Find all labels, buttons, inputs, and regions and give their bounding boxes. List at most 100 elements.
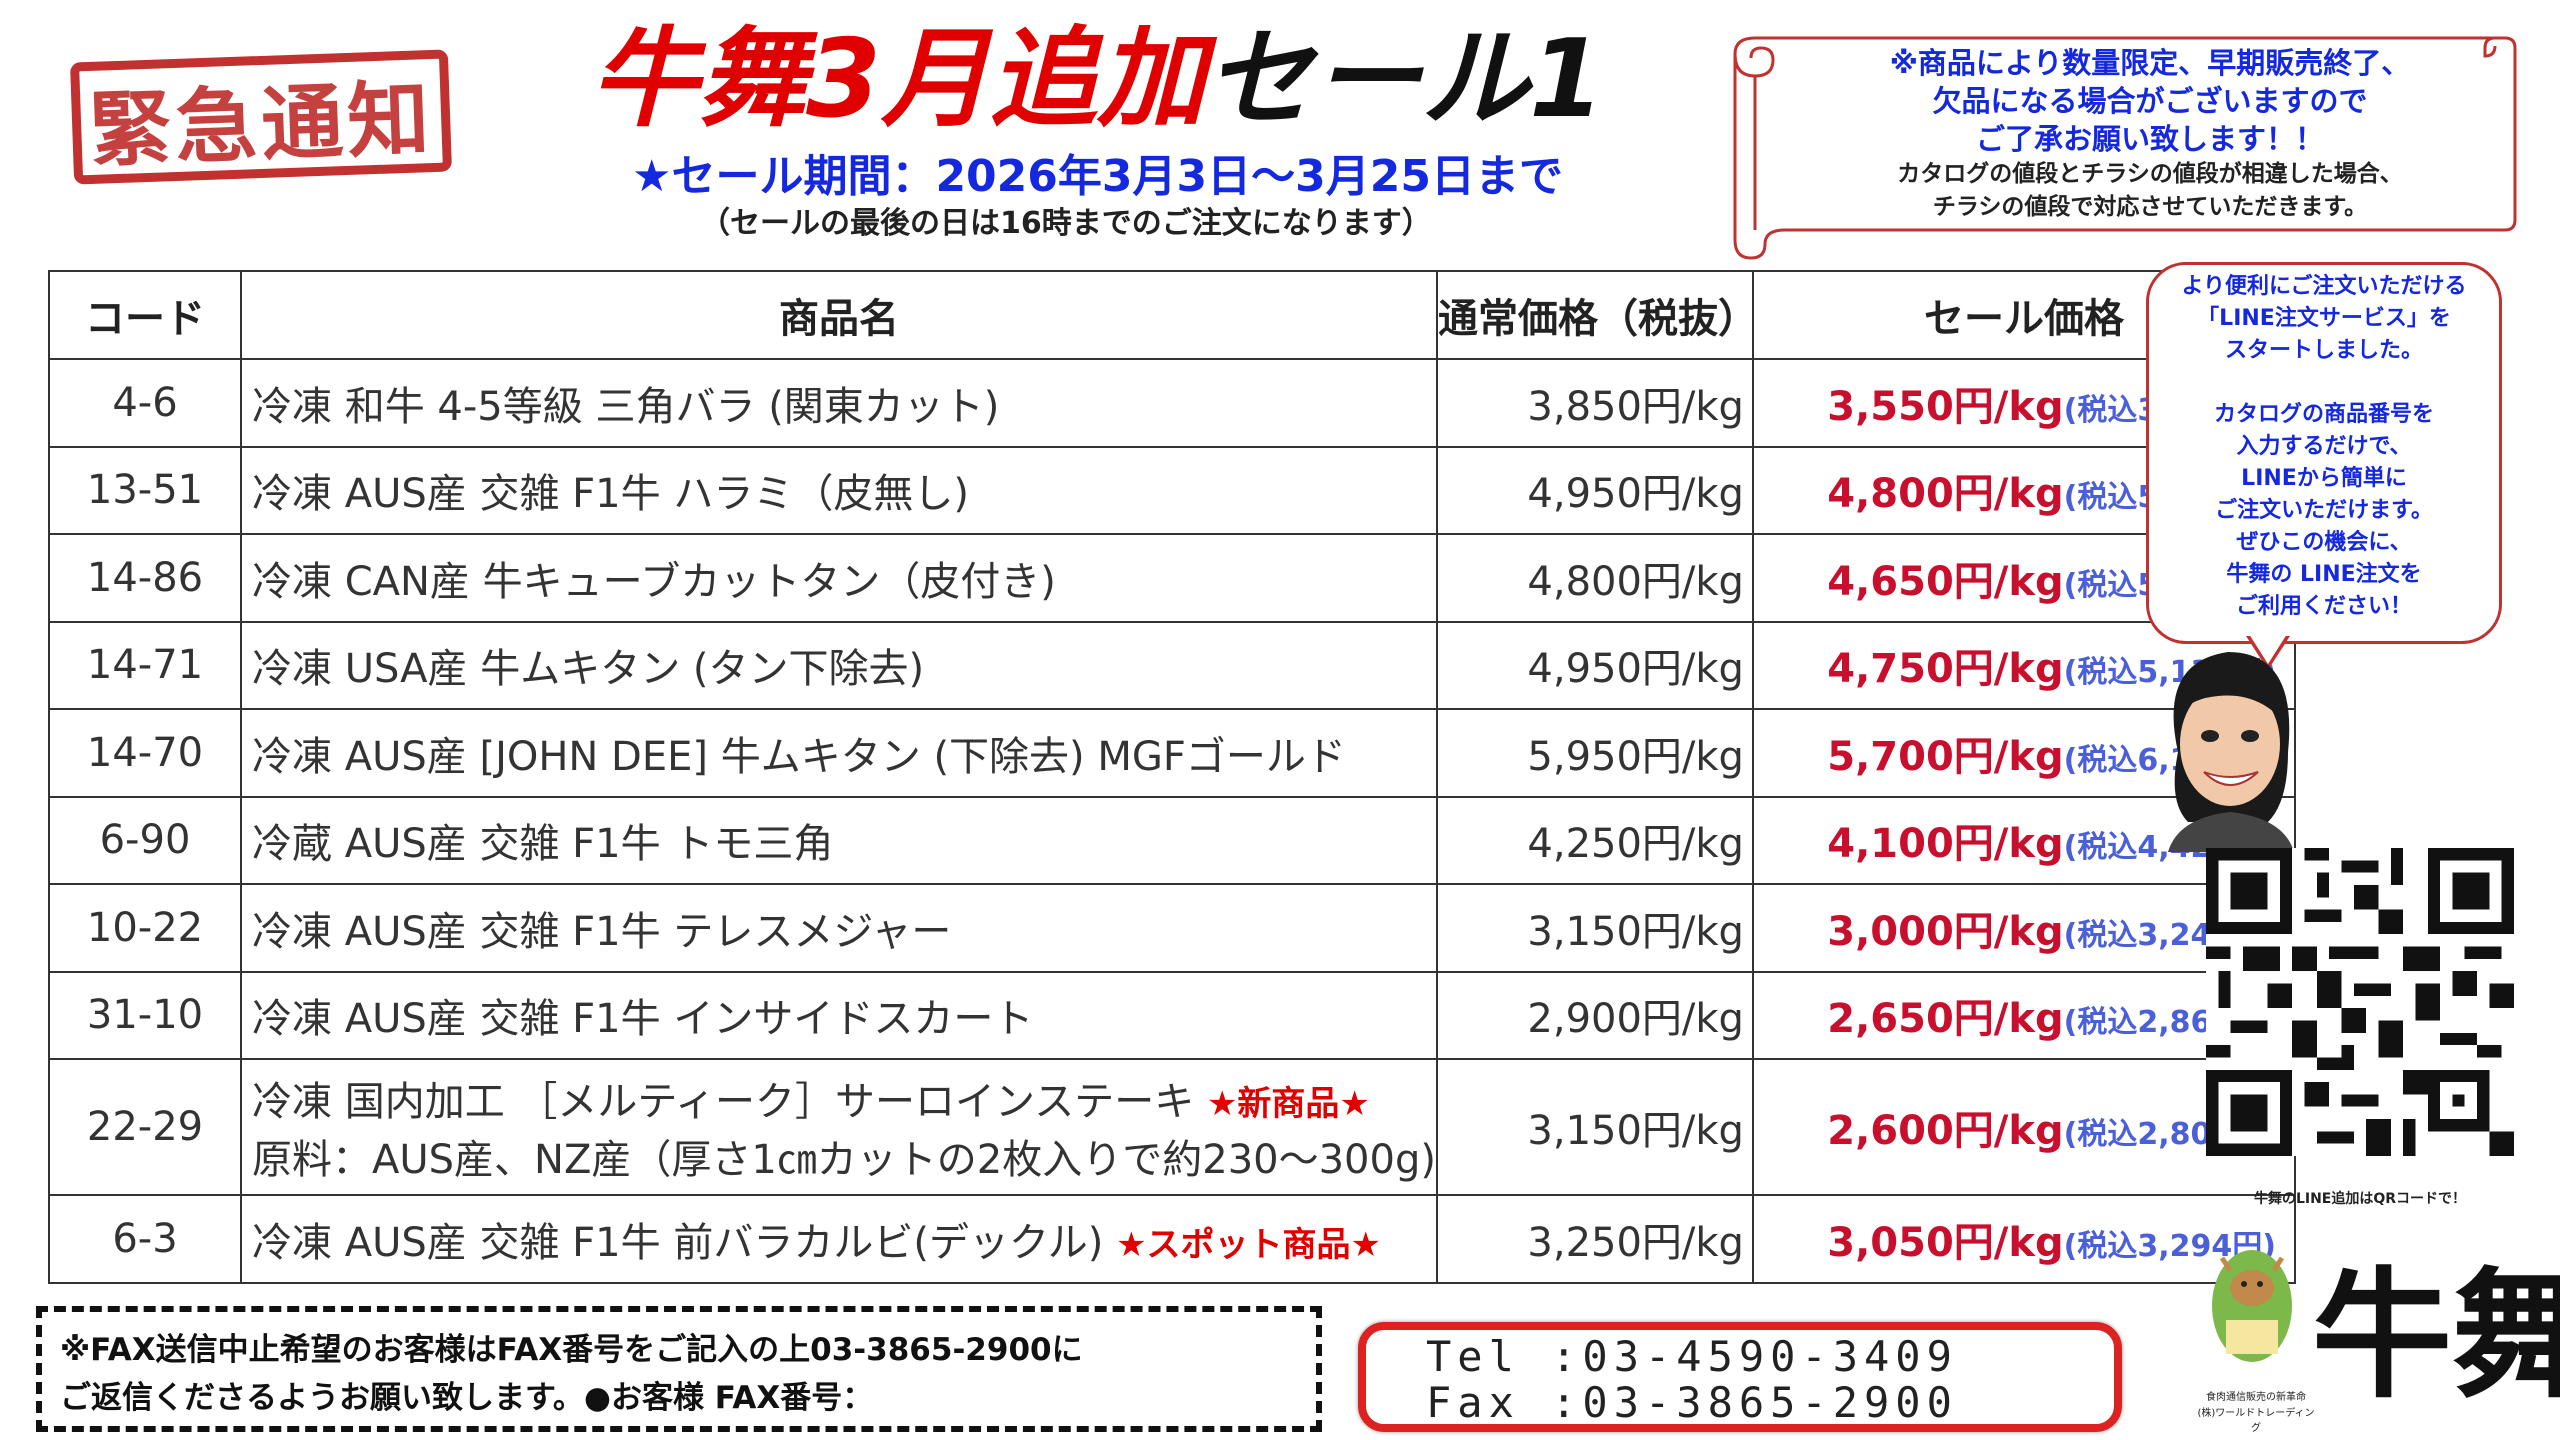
cell-name: 冷凍 CAN産 牛キューブカットタン（皮付き) [240, 533, 1438, 623]
sale-price: 3,000円/ [1827, 908, 2009, 955]
cell-regular: 4,250円/kg [1435, 795, 1754, 885]
qr-caption: 牛舞のLINE追加はQRコードで！ [2253, 1191, 2467, 1207]
cow-mascot-icon [2212, 1250, 2292, 1362]
header-regular-price: 通常価格（税抜） [1435, 270, 1758, 360]
name-line-1: 冷凍 国内加工 ［メルティーク］サーロインステーキ ★新商品★ [252, 1069, 1435, 1127]
cell-code: 31-10 [48, 970, 242, 1060]
table-row: 6-90 冷蔵 AUS産 交雑 F1牛 トモ三角 4,250円/kg 4,100… [48, 795, 2296, 885]
sale-unit: kg [2008, 471, 2064, 518]
price-table: コード 商品名 通常価格（税抜） セール価格 4-6 冷凍 和牛 4-5等級 三… [48, 270, 2296, 1284]
bubble-line: 牛舞の LINE注文を [2226, 562, 2422, 587]
notice-line-3: ご了承お願い致します！！ [1975, 122, 2324, 156]
sale-unit: kg [2008, 646, 2064, 693]
urgent-notice-stamp: 緊急通知 [69, 49, 453, 185]
cell-regular: 4,800円/kg [1435, 533, 1754, 623]
table-header-row: コード 商品名 通常価格（税抜） セール価格 [48, 270, 2296, 360]
sale-unit: kg [2008, 383, 2064, 430]
cell-regular: 4,950円/kg [1435, 445, 1754, 535]
sale-unit: kg [2008, 558, 2064, 605]
table-body: 4-6 冷凍 和牛 4-5等級 三角バラ (関東カット) 3,850円/kg 3… [48, 358, 2296, 1284]
table-row: 4-6 冷凍 和牛 4-5等級 三角バラ (関東カット) 3,850円/kg 3… [48, 358, 2296, 448]
cell-regular: 5,950円/kg [1435, 708, 1754, 798]
bubble-line: スタートしました。 [2224, 338, 2423, 363]
table-row: 10-22 冷凍 AUS産 交雑 F1牛 テレスメジャー 3,150円/kg 3… [48, 883, 2296, 973]
table-row: 6-3 冷凍 AUS産 交雑 F1牛 前バラカルビ(デックル) ★スポット商品★… [48, 1194, 2296, 1284]
avatar [2168, 652, 2294, 852]
sale-period: ★セール期間：2026年3月3日～3月25日まで [632, 151, 1563, 202]
cell-code: 14-70 [48, 708, 242, 798]
sale-price: 4,100円/ [1827, 821, 2009, 868]
sale-price: 4,800円/ [1827, 471, 2009, 518]
sale-price: 3,550円/ [1827, 383, 2009, 430]
cell-name: 冷凍 AUS産 [JOHN DEE] 牛ムキタン (下除去) MGFゴールド [240, 708, 1438, 798]
cell-regular: 3,150円/kg [1435, 883, 1754, 973]
cell-name: 冷凍 国内加工 ［メルティーク］サーロインステーキ ★新商品★ 原料：AUS産、… [240, 1058, 1438, 1196]
sale-unit: kg [2008, 1219, 2064, 1266]
sale-price: 4,750円/ [1827, 646, 2009, 693]
title-black-part: セール1 [1205, 17, 1605, 142]
bubble-line: 「LINE注文サービス」を [2197, 306, 2451, 331]
qr-code-icon [2206, 848, 2514, 1156]
logo-caption-2: (株)ワールドトレーディング [2197, 1408, 2315, 1434]
tel-number: Tel :03-4590-3409 [1426, 1332, 1958, 1381]
sale-price: 5,700円/ [1827, 733, 2009, 780]
cell-code: 13-51 [48, 445, 242, 535]
cell-code: 22-29 [48, 1058, 242, 1196]
cell-code: 6-3 [48, 1194, 242, 1284]
sale-unit: kg [2008, 996, 2064, 1043]
bubble-line: ご利用ください！ [2235, 594, 2412, 619]
contact-box: Tel :03-4590-3409 Fax :03-3865-2900 [1358, 1322, 2122, 1432]
notice-line-4: カタログの値段とチラシの値段が相違した場合、 [1897, 161, 2403, 187]
cell-code: 10-22 [48, 883, 242, 973]
cell-regular: 3,850円/kg [1435, 358, 1754, 448]
fax-number: Fax :03-3865-2900 [1426, 1378, 1958, 1427]
logo-caption-1: 食肉通信販売の新革命 [2206, 1392, 2306, 1403]
cell-name: 冷凍 AUS産 交雑 F1牛 ハラミ（皮無し) [240, 445, 1438, 535]
cell-sale: 3,050円/kg(税込3,294円) [1751, 1194, 2296, 1284]
notice-scroll: ※商品により数量限定、早期販売終了、 欠品になる場合がございますので ご了承お願… [1715, 30, 2520, 262]
cell-name: 冷凍 AUS産 交雑 F1牛 インサイドスカート [240, 970, 1438, 1060]
stamp-text: 緊急通知 [87, 70, 435, 179]
cell-code: 14-86 [48, 533, 242, 623]
fax-notice-line-1: ※FAX送信中止希望のお客様はFAX番号をご記入の上03-3865-2900に [60, 1332, 1083, 1368]
cell-code: 4-6 [48, 358, 242, 448]
name-text: 冷凍 AUS産 交雑 F1牛 前バラカルビ(デックル) [252, 1219, 1104, 1266]
sale-price: 3,050円/ [1827, 1219, 2009, 1266]
notice-line-5: チラシの値段で対応させていただきます。 [1932, 194, 2368, 220]
spot-product-badge: ★スポット商品★ [1116, 1224, 1382, 1265]
table-row: 13-51 冷凍 AUS産 交雑 F1牛 ハラミ（皮無し) 4,950円/kg … [48, 445, 2296, 535]
cell-name: 冷蔵 AUS産 交雑 F1牛 トモ三角 [240, 795, 1438, 885]
scroll-frame-icon [1733, 36, 2517, 260]
sale-price: 2,600円/ [1827, 1108, 2009, 1154]
bubble-line: 入力するだけで、 [2236, 434, 2412, 459]
cell-regular: 4,950円/kg [1435, 620, 1754, 710]
line-order-bubble: より便利にご注文いただける 「LINE注文サービス」を スタートしました。 カタ… [2146, 262, 2502, 644]
cell-regular: 3,150円/kg [1435, 1058, 1754, 1196]
bubble-line: ぜひこの機会に、 [2236, 530, 2412, 555]
cell-name: 冷凍 AUS産 交雑 F1牛 テレスメジャー [240, 883, 1438, 973]
sale-unit: kg [2008, 908, 2064, 955]
logo-kanji: 牛舞 [2312, 1254, 2560, 1418]
cell-regular: 3,250円/kg [1435, 1194, 1754, 1284]
cell-regular: 2,900円/kg [1435, 970, 1754, 1060]
header-code: コード [48, 270, 242, 360]
cell-sale: 2,650円/kg(税込2,862円) [1751, 970, 2296, 1060]
name-line-1-text: 冷凍 国内加工 ［メルティーク］サーロインステーキ [252, 1079, 1195, 1125]
sale-price: 4,650円/ [1827, 558, 2009, 605]
sale-unit: kg [2008, 1108, 2064, 1154]
notice-text: ※商品により数量限定、早期販売終了、 欠品になる場合がございますので ご了承お願… [1805, 44, 2495, 224]
fax-notice-line-2: ご返信くださるようお願い致します。●お客様 FAX番号： [60, 1380, 874, 1416]
table-row: 31-10 冷凍 AUS産 交雑 F1牛 インサイドスカート 2,900円/kg… [48, 970, 2296, 1060]
table-row: 14-86 冷凍 CAN産 牛キューブカットタン（皮付き) 4,800円/kg … [48, 533, 2296, 623]
notice-line-2: 欠品になる場合がございますので [1932, 84, 2368, 118]
header-product-name: 商品名 [240, 270, 1438, 360]
bubble-line: LINEから簡単に [2241, 466, 2407, 491]
bubble-line: ご注文いただけます。 [2215, 498, 2433, 523]
table-row: 22-29 冷凍 国内加工 ［メルティーク］サーロインステーキ ★新商品★ 原料… [48, 1058, 2296, 1196]
name-line-2: 原料：AUS産、NZ産（厚さ1㎝カットの2枚入りで約230～300g) [252, 1137, 1436, 1183]
cell-code: 14-71 [48, 620, 242, 710]
cell-name: 冷凍 USA産 牛ムキタン (タン下除去) [240, 620, 1438, 710]
page-title: 牛舞3月追加セール1 [590, 20, 1604, 140]
sale-unit: kg [2008, 821, 2064, 868]
new-product-badge: ★新商品★ [1206, 1084, 1370, 1124]
